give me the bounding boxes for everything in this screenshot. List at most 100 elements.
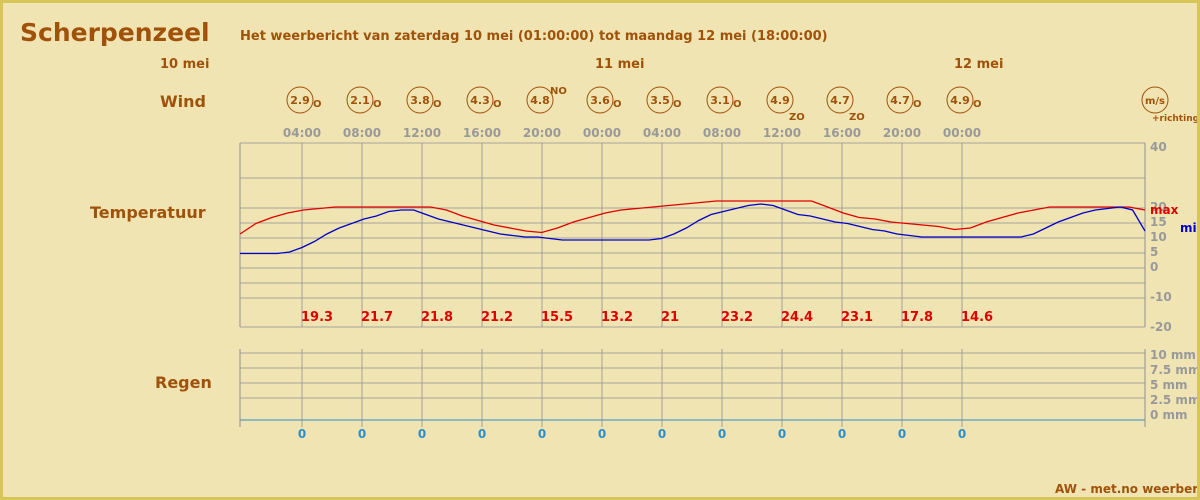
wind-direction-legend: +richting bbox=[1152, 114, 1197, 124]
rain-value-label: 0 bbox=[358, 427, 366, 441]
footer-credit: AW - met.no weerbericht bbox=[1055, 482, 1197, 496]
rain-value-label: 0 bbox=[538, 427, 546, 441]
wind-speed-circle bbox=[286, 86, 314, 114]
wind-direction-label: O bbox=[433, 99, 442, 110]
temp-series-line-min bbox=[240, 203, 1146, 255]
row-label-rain: Regen bbox=[155, 373, 212, 392]
wind-speed-circle bbox=[646, 86, 674, 114]
wind-direction-label: O bbox=[733, 99, 742, 110]
temp-max-label: 21 bbox=[661, 310, 679, 325]
rain-value-label: 0 bbox=[478, 427, 486, 441]
wind-speed-circle bbox=[826, 86, 854, 114]
wind-unit-marker: m/s +richting bbox=[1141, 86, 1197, 124]
time-tick-label: 00:00 bbox=[583, 126, 621, 140]
time-tick-label: 12:00 bbox=[403, 126, 441, 140]
wind-speed-circle bbox=[766, 86, 794, 114]
wind-speed-label: 4.7 bbox=[830, 94, 850, 107]
rain-value-label: 0 bbox=[958, 427, 966, 441]
wind-direction-label: O bbox=[493, 99, 502, 110]
rain-value-label: 0 bbox=[838, 427, 846, 441]
time-axis: 04:00 08:00 12:00 16:00 20:00 00:00 04:00 08:00… bbox=[283, 126, 981, 140]
wind-speed-label: 3.8 bbox=[410, 94, 430, 107]
time-tick-label: 08:00 bbox=[703, 126, 741, 140]
wind-unit-label: m/s bbox=[1145, 96, 1165, 107]
temp-tick-label: 10 bbox=[1150, 230, 1167, 244]
temp-max-label: 23.1 bbox=[841, 310, 873, 325]
chart-grid bbox=[239, 142, 1146, 427]
rain-value-label: 0 bbox=[718, 427, 726, 441]
row-label-temperature: Temperatuur bbox=[90, 203, 206, 222]
time-tick-label: 08:00 bbox=[343, 126, 381, 140]
temp-tick-label: 0 bbox=[1150, 260, 1158, 274]
wind-speed-circle bbox=[466, 86, 494, 114]
wind-speed-circle bbox=[406, 86, 434, 114]
rain-tick-label: 7.5 mm bbox=[1150, 363, 1197, 377]
rain-value-label: 0 bbox=[298, 427, 306, 441]
time-tick-label: 04:00 bbox=[643, 126, 681, 140]
wind-speed-label: 2.1 bbox=[350, 94, 370, 107]
rain-value-label: 0 bbox=[658, 427, 666, 441]
wind-direction-label: O bbox=[973, 99, 982, 110]
wind-speed-circle bbox=[706, 86, 734, 114]
day-label-1: 10 mei bbox=[160, 57, 209, 72]
temp-tick-label: -10 bbox=[1150, 290, 1172, 304]
wind-speed-label: 4.8 bbox=[530, 94, 550, 107]
rain-tick-label: 2.5 mm bbox=[1150, 393, 1197, 407]
day-label-2: 11 mei bbox=[595, 57, 644, 72]
time-tick-label: 12:00 bbox=[763, 126, 801, 140]
rain-tick-label: 0 mm bbox=[1150, 408, 1188, 422]
rain-tick-label: 5 mm bbox=[1150, 378, 1188, 392]
wind-unit-circle bbox=[1141, 86, 1169, 114]
rain-value-label: 0 bbox=[898, 427, 906, 441]
temp-max-label: 19.3 bbox=[301, 310, 333, 325]
wind-direction-label: ZO bbox=[849, 112, 865, 123]
time-tick-label: 20:00 bbox=[523, 126, 561, 140]
temp-series-line-max bbox=[239, 200, 1146, 235]
wind-speed-label: 4.7 bbox=[890, 94, 910, 107]
rain-value-label: 0 bbox=[598, 427, 606, 441]
wind-direction-label: O bbox=[613, 99, 622, 110]
wind-speed-label: 4.9 bbox=[770, 94, 790, 107]
row-label-wind: Wind bbox=[160, 92, 206, 111]
legend-max: max bbox=[1150, 203, 1179, 217]
time-tick-label: 20:00 bbox=[883, 126, 921, 140]
wind-speed-circle bbox=[886, 86, 914, 114]
wind-direction-label: O bbox=[673, 99, 682, 110]
forecast-panel: Scherpenzeel Het weerbericht van zaterda… bbox=[3, 3, 1197, 497]
temp-tick-label: 5 bbox=[1150, 245, 1158, 259]
temp-max-label: 17.8 bbox=[901, 310, 933, 325]
temp-max-label: 24.4 bbox=[781, 310, 813, 325]
temp-max-label: 23.2 bbox=[721, 310, 753, 325]
temp-max-label: 15.5 bbox=[541, 310, 573, 325]
legend-min: min bbox=[1180, 221, 1197, 235]
temp-max-label: 21.8 bbox=[421, 310, 453, 325]
forecast-period-subtitle: Het weerbericht van zaterdag 10 mei (01:… bbox=[240, 29, 828, 44]
wind-speed-label: 3.5 bbox=[650, 94, 670, 107]
temp-max-label: 14.6 bbox=[961, 310, 993, 325]
wind-speed-circle bbox=[346, 86, 374, 114]
wind-speed-label: 3.1 bbox=[710, 94, 730, 107]
wind-direction-label: O bbox=[913, 99, 922, 110]
temp-tick-label: -20 bbox=[1150, 320, 1172, 334]
wind-speed-circle bbox=[946, 86, 974, 114]
rain-value-label: 0 bbox=[418, 427, 426, 441]
wind-direction-label: O bbox=[373, 99, 382, 110]
wind-speed-circle bbox=[586, 86, 614, 114]
wind-speed-label: 3.6 bbox=[590, 94, 610, 107]
rain-plot: 10 mm7.5 mm5 mm2.5 mm0 mm 0 0 0 0 0 0 0 0 0 0 0 0 bbox=[298, 348, 1197, 441]
rain-value-label: 0 bbox=[778, 427, 786, 441]
rain-tick-label: 10 mm bbox=[1150, 348, 1196, 362]
day-label-3: 12 mei bbox=[954, 57, 1003, 72]
wind-speed-label: 4.3 bbox=[470, 94, 490, 107]
wind-speed-label: 2.9 bbox=[290, 94, 310, 107]
wind-direction-label: NO bbox=[550, 86, 567, 97]
temp-max-label: 13.2 bbox=[601, 310, 633, 325]
temp-max-label: 21.2 bbox=[481, 310, 513, 325]
temp-tick-label: 20 bbox=[1150, 200, 1167, 214]
temp-tick-label: 15 bbox=[1150, 215, 1167, 229]
wind-direction-label: O bbox=[313, 99, 322, 110]
forecast-chart: Scherpenzeel Het weerbericht van zaterda… bbox=[20, 18, 1197, 496]
time-tick-label: 04:00 bbox=[283, 126, 321, 140]
